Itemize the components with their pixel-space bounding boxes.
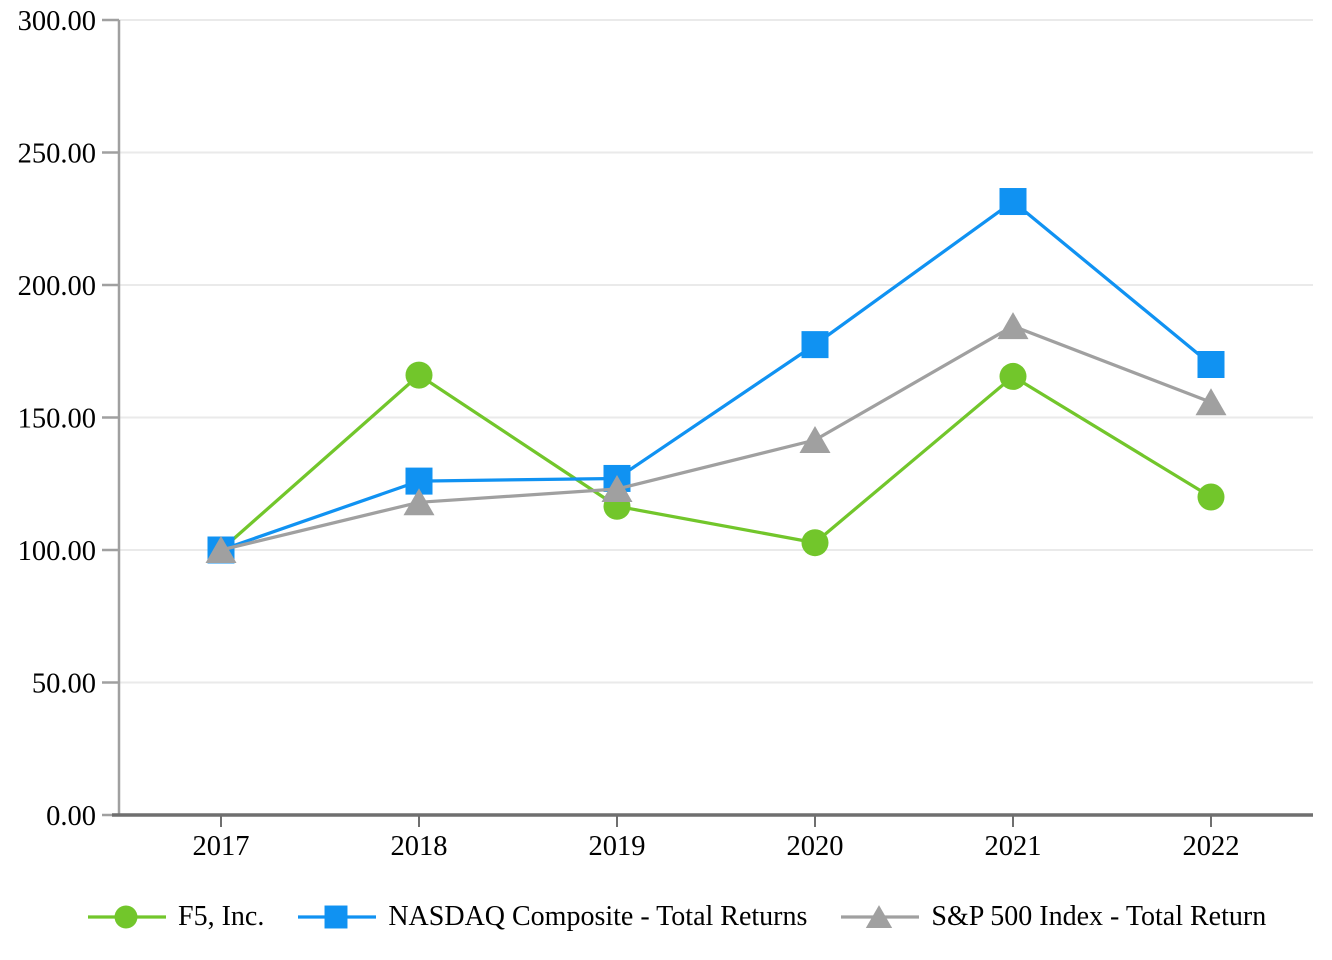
circle-marker <box>1197 483 1225 511</box>
y-axis-tick-label: 50.00 <box>32 669 96 700</box>
triangle-marker <box>866 905 893 929</box>
legend-circle-marker-icon <box>88 905 166 929</box>
circle-marker <box>801 529 829 557</box>
square-marker <box>801 331 829 359</box>
y-axis-tick-label: 0.00 <box>46 801 96 832</box>
series-line-1 <box>220 199 1213 552</box>
legend-item-f5: F5, Inc. <box>88 901 264 933</box>
legend-label-sp500: S&P 500 Index - Total Return <box>931 901 1267 932</box>
chart-legend: F5, Inc. NASDAQ Composite - Total Return… <box>88 893 1266 941</box>
square-marker <box>1197 351 1225 378</box>
series-line-0 <box>219 373 1212 552</box>
x-axis-tick-label: 2017 <box>193 831 250 862</box>
triangle-marker <box>997 312 1029 340</box>
y-axis-tick-label: 100.00 <box>18 536 96 567</box>
circle-marker <box>999 362 1027 390</box>
circle-marker <box>405 361 433 389</box>
series-line-2 <box>220 324 1212 552</box>
y-axis-tick-label: 150.00 <box>18 404 96 435</box>
y-axis-tick-label: 200.00 <box>18 271 96 302</box>
circle-marker <box>114 905 138 929</box>
legend-square-marker-icon <box>298 905 377 929</box>
x-axis-tick-label: 2022 <box>1183 831 1240 862</box>
x-axis-tick-label: 2021 <box>985 831 1042 862</box>
x-axis-tick-label: 2018 <box>391 831 448 862</box>
square-marker <box>324 905 348 929</box>
x-axis-tick-label: 2019 <box>589 831 646 862</box>
triangle-marker <box>403 488 435 516</box>
triangle-marker <box>601 475 633 503</box>
triangle-marker <box>1195 388 1227 416</box>
square-marker <box>999 188 1027 216</box>
legend-triangle-marker-icon <box>841 905 920 929</box>
legend-item-nasdaq: NASDAQ Composite - Total Returns <box>298 901 807 933</box>
y-axis-tick-label: 250.00 <box>18 139 96 170</box>
legend-label-nasdaq: NASDAQ Composite - Total Returns <box>388 901 808 932</box>
legend-item-sp500: S&P 500 Index - Total Return <box>841 901 1266 933</box>
x-axis-tick-label: 2020 <box>787 831 844 862</box>
plot-area: 300.00 250.00 200.00 150.00 100.00 50.00 0.00 2… <box>18 6 1313 862</box>
y-axis-tick-label: 300.00 <box>18 6 96 37</box>
triangle-marker <box>799 426 831 454</box>
legend-label-f5: F5, Inc. <box>178 901 265 932</box>
triangle-marker <box>205 536 237 563</box>
